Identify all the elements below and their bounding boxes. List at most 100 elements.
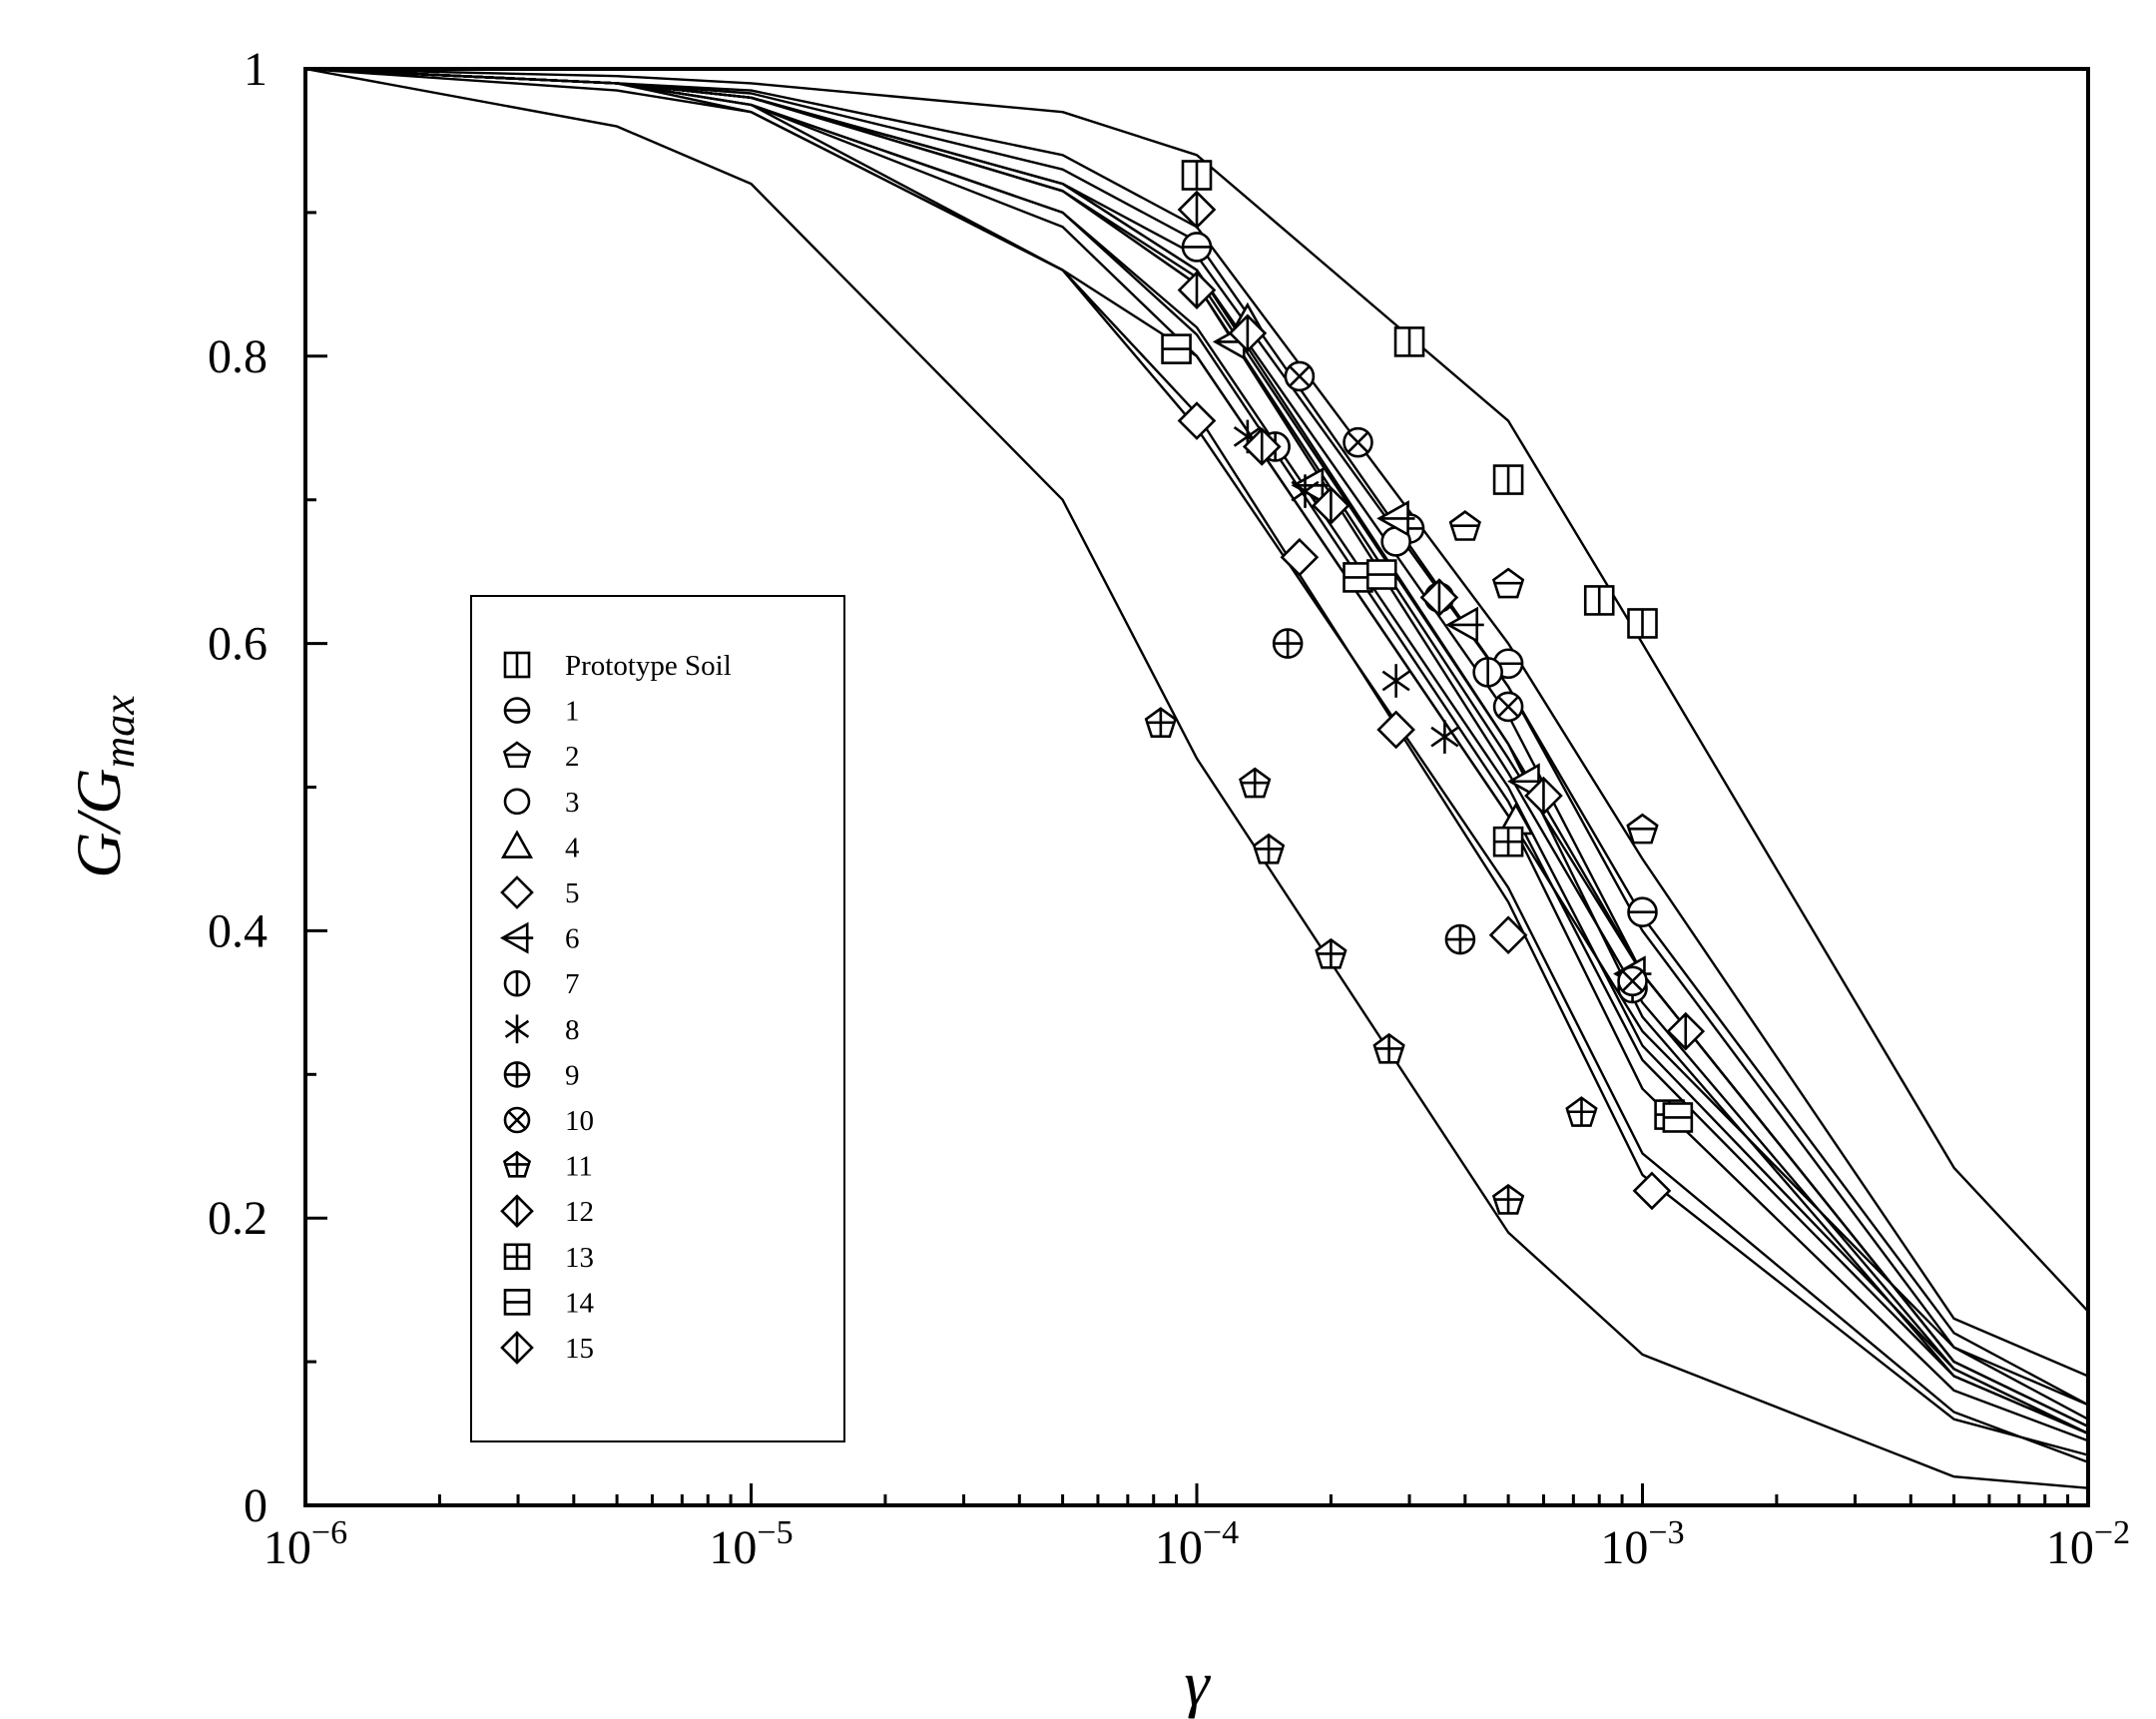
legend-label: 10: [565, 1105, 594, 1137]
data-point-s15-p1: [1228, 313, 1268, 353]
data-point-s8-p3: [1430, 720, 1459, 754]
x-tick-label: 10−5: [709, 1514, 793, 1574]
legend-marker: [503, 697, 531, 724]
data-point-s11-p6: [1565, 1096, 1598, 1127]
y-axis-title-base: G/G: [63, 769, 134, 878]
legend-item: 1: [503, 696, 580, 728]
legend-marker: [503, 651, 531, 679]
legend-label: 15: [565, 1333, 594, 1365]
legend-label: 12: [565, 1196, 594, 1228]
legend-item: 11: [502, 1150, 593, 1183]
data-point-s11-p2: [1252, 833, 1286, 864]
data-point-s12-p1: [1312, 486, 1350, 525]
legend-label: 4: [565, 832, 580, 863]
legend-item: 2: [502, 741, 580, 773]
data-point-s5-p3: [1488, 915, 1528, 955]
legend-item: 4: [500, 830, 580, 863]
data-point-s12-p2: [1524, 776, 1563, 816]
x-axis-title: γ: [1184, 1648, 1211, 1719]
data-point-s6-p2: [1376, 500, 1415, 537]
legend-item: 8: [504, 1014, 580, 1046]
data-point-s14-p3: [1662, 1102, 1694, 1133]
legend-label: 9: [565, 1059, 580, 1091]
legend-marker: [503, 969, 531, 997]
legend-label: 2: [565, 741, 580, 773]
y-tick-label: 1: [244, 43, 268, 96]
x-tick-label: 10−6: [264, 1514, 347, 1574]
legend-marker: [503, 1289, 531, 1316]
data-point-s0-p4: [1627, 608, 1658, 639]
series-line-0: [304, 67, 2089, 1313]
data-point-s5-p0: [1177, 401, 1217, 440]
data-point-s10-p3: [1617, 965, 1648, 997]
legend-marker: [503, 1061, 531, 1088]
legend-label: 6: [565, 923, 580, 955]
y-tick-label: 0.6: [208, 618, 268, 671]
data-point-s10-p1: [1343, 426, 1373, 458]
data-point-s1-p3: [1627, 896, 1658, 927]
legend-marker: [500, 1194, 534, 1229]
legend-marker: [503, 1106, 531, 1134]
legend-marker: [503, 1243, 531, 1271]
data-point-s15-p0: [1177, 190, 1217, 230]
y-tick-label: 0.2: [208, 1192, 268, 1245]
legend-item: 6: [499, 921, 580, 955]
legend-item: 15: [500, 1331, 594, 1365]
legend-label: 11: [565, 1151, 593, 1183]
data-point-s2-p2: [1626, 813, 1659, 845]
data-point-s11-p1: [1239, 767, 1272, 799]
data-point-s7-p2: [1472, 657, 1503, 688]
legend-marker: [502, 741, 532, 769]
data-point-s8-p2: [1381, 664, 1410, 698]
x-tick-label: 10−3: [1600, 1514, 1684, 1574]
data-point-s0-p3: [1583, 585, 1615, 616]
legend-frame: [470, 595, 845, 1442]
x-tick-label: 10−4: [1155, 1514, 1239, 1574]
y-axis-title: G/Gmax: [63, 695, 144, 878]
series-markers: [1144, 160, 1706, 1215]
data-point-s2-p1: [1491, 567, 1525, 599]
legend-item: 9: [503, 1059, 580, 1091]
legend-label: 5: [565, 877, 580, 909]
legend-marker: [500, 1331, 534, 1365]
data-point-s8-p1: [1291, 474, 1320, 508]
axis-ticks: [303, 67, 2090, 1507]
data-point-s9-p0: [1272, 628, 1304, 659]
y-tick-label: 0: [244, 1479, 268, 1532]
legend-label: 7: [565, 968, 580, 1000]
legend-marker: [504, 1014, 530, 1044]
data-point-s0-p2: [1492, 464, 1524, 495]
legend-label: 1: [565, 696, 580, 728]
legend-marker: [500, 875, 534, 909]
data-point-s5-p4: [1632, 1171, 1672, 1211]
axis-tick-labels: 10−6 10−5 10−4 10−3 10−2 0 0.2 0.4 0.6 0.8 1: [208, 43, 2130, 1574]
legend-marker: [502, 1150, 532, 1178]
legend-marker: [500, 830, 534, 859]
legend-label: 8: [565, 1014, 580, 1046]
data-point-s11-p3: [1315, 937, 1348, 969]
data-point-s13-p0: [1492, 826, 1524, 858]
data-point-s11-p0: [1144, 707, 1178, 738]
y-tick-label: 0.4: [208, 904, 268, 957]
data-point-s6-p3: [1445, 606, 1484, 644]
data-point-s11-p5: [1491, 1183, 1525, 1215]
data-point-s12-p3: [1666, 1011, 1706, 1051]
data-point-s10-p0: [1284, 360, 1316, 392]
y-tick-label: 0.8: [208, 330, 268, 383]
legend-item: 14: [503, 1287, 595, 1319]
data-point-s0-p1: [1393, 326, 1425, 357]
legend-item: 7: [503, 968, 580, 1000]
data-point-s15-p2: [1242, 427, 1282, 466]
legend-item: 3: [503, 787, 580, 819]
data-point-s5-p2: [1376, 710, 1415, 750]
data-point-s14-p0: [1161, 333, 1192, 364]
legend-marker: [503, 788, 531, 816]
y-axis-title-sub: max: [95, 695, 144, 769]
legend-label: Prototype Soil: [565, 650, 732, 682]
data-point-s10-p2: [1492, 691, 1524, 723]
legend-label: 14: [565, 1287, 595, 1319]
legend-label: 13: [565, 1242, 594, 1274]
data-point-s5-p1: [1280, 537, 1320, 577]
